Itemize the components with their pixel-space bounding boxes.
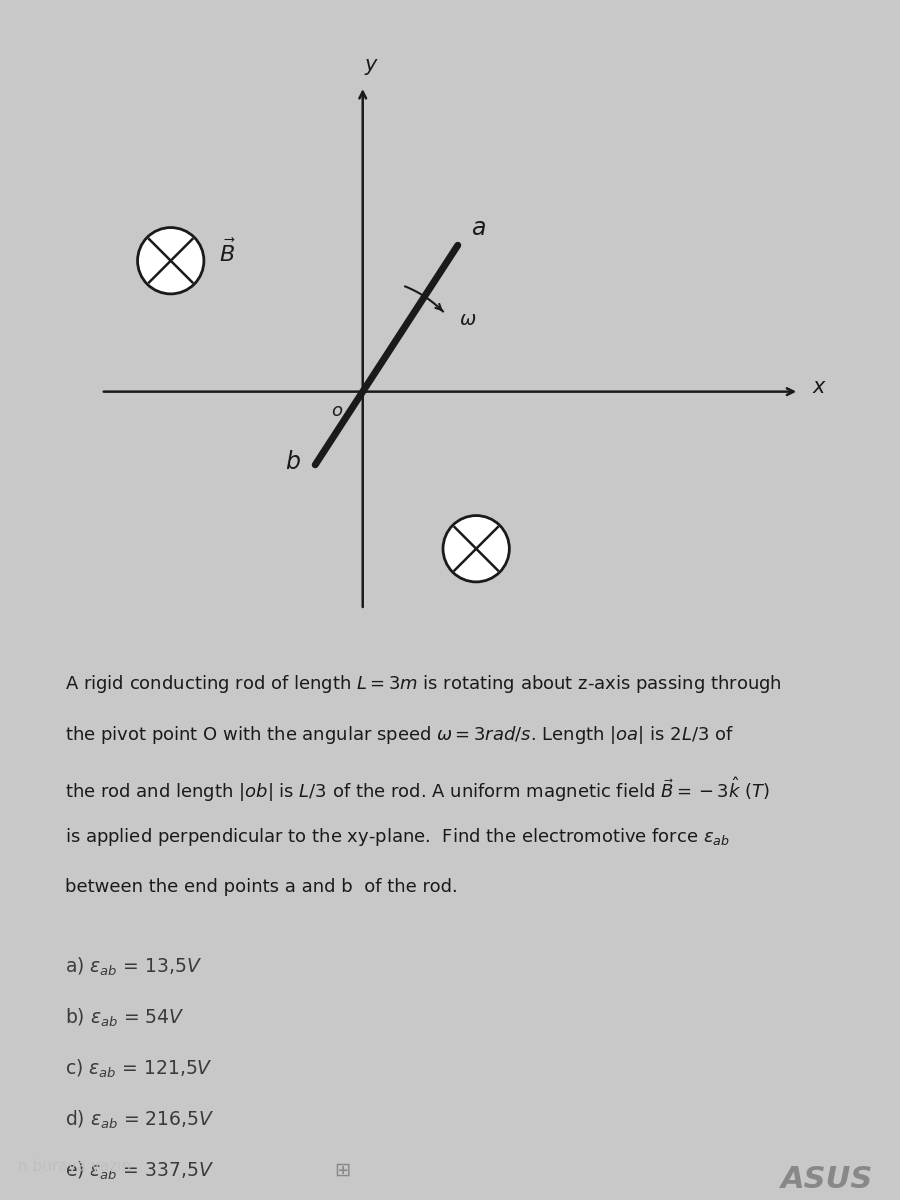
Text: $x$: $x$ [812, 377, 827, 397]
Text: c) $\varepsilon_{ab}$ = 121,5$V$: c) $\varepsilon_{ab}$ = 121,5$V$ [65, 1057, 213, 1080]
Text: $y$: $y$ [364, 58, 379, 78]
Text: ASUS: ASUS [780, 1165, 873, 1194]
Circle shape [443, 516, 509, 582]
Text: between the end points a and b  of the rod.: between the end points a and b of the ro… [65, 877, 458, 895]
Text: d) $\varepsilon_{ab}$ = 216,5$V$: d) $\varepsilon_{ab}$ = 216,5$V$ [65, 1109, 215, 1130]
Text: $a$: $a$ [471, 216, 486, 240]
Text: is applied perpendicular to the xy-plane.  Find the electromotive force $\vareps: is applied perpendicular to the xy-plane… [65, 827, 730, 848]
Text: b) $\varepsilon_{ab}$ = 54$V$: b) $\varepsilon_{ab}$ = 54$V$ [65, 1007, 184, 1028]
Text: the pivot point O with the angular speed $\omega = 3rad/s$. Length $|oa|$ is $2L: the pivot point O with the angular speed… [65, 725, 734, 746]
Text: n buraya yazin: n buraya yazin [18, 1159, 131, 1175]
Text: $b$: $b$ [284, 450, 301, 474]
Text: A rigid conducting rod of length $L = 3m$ is rotating about z-axis passing throu: A rigid conducting rod of length $L = 3m… [65, 673, 782, 695]
Text: $o$: $o$ [331, 402, 344, 420]
Text: $\vec{B}$: $\vec{B}$ [219, 239, 236, 265]
Text: the rod and length $|ob|$ is $L/3$ of the rod. A uniform magnetic field $\vec{B}: the rod and length $|ob|$ is $L/3$ of th… [65, 775, 770, 804]
Text: $\omega$: $\omega$ [459, 310, 476, 329]
Text: e) $\varepsilon_{ab}$ = 337,5$V$: e) $\varepsilon_{ab}$ = 337,5$V$ [65, 1159, 214, 1182]
Circle shape [138, 228, 204, 294]
Text: a) $\varepsilon_{ab}$ = 13,5$V$: a) $\varepsilon_{ab}$ = 13,5$V$ [65, 955, 202, 978]
Text: ⊞: ⊞ [334, 1160, 350, 1180]
